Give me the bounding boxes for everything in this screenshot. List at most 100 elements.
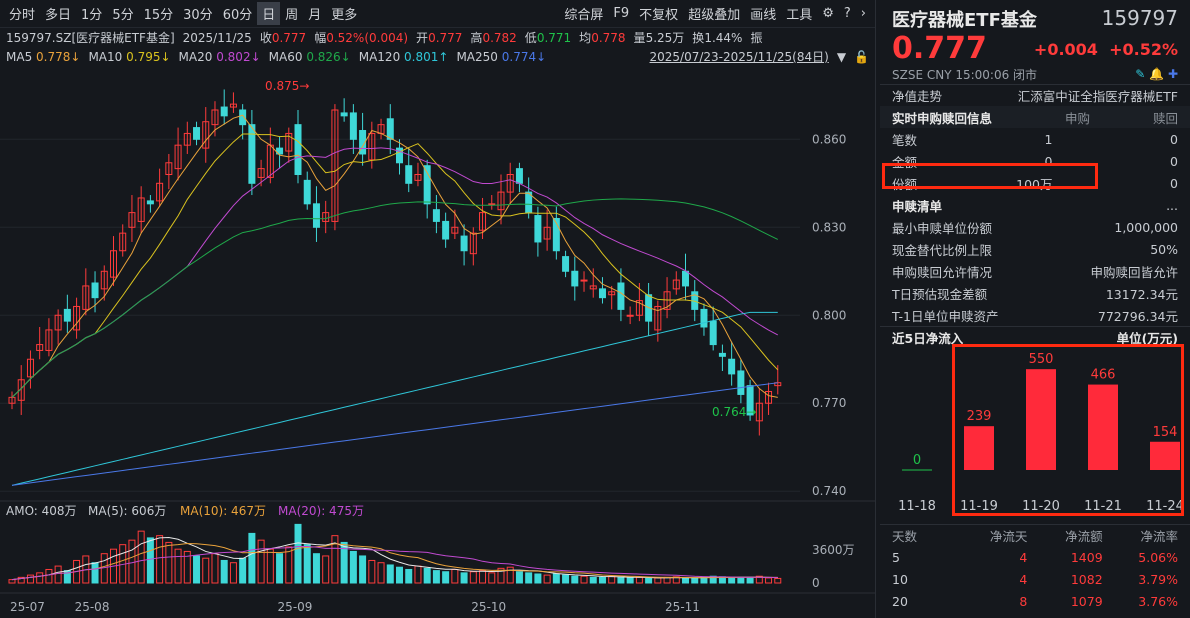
nav-trend[interactable]: 净值走势 汇添富中证全指医疗器械ETF: [880, 84, 1190, 106]
open: 开0.777: [416, 29, 462, 46]
y-tick-label: 0.860: [812, 132, 846, 146]
period-tab[interactable]: 更多: [331, 8, 358, 23]
vol-ma-line: [11, 536, 778, 581]
period-tab[interactable]: 分时: [9, 8, 36, 23]
volume-bar: [571, 575, 579, 584]
open-label: 开: [416, 31, 429, 45]
ma-legend: MA5 0.778↓ MA10 0.795↓ MA20 0.802↓ MA60 0.8…: [0, 47, 875, 66]
candle: [248, 124, 256, 184]
candle: [17, 379, 25, 401]
volume-bar: [746, 576, 754, 584]
tool-button[interactable]: 画线: [750, 8, 777, 23]
volume-bar: [672, 576, 680, 584]
add-icon[interactable]: ✚: [1167, 67, 1178, 81]
low-value: 0.771: [536, 31, 572, 45]
volume-bar: [506, 566, 514, 584]
inflow-date: 11-24: [1146, 499, 1184, 514]
candle: [414, 174, 422, 181]
volume-bar: [737, 577, 745, 584]
volume-bar: [562, 574, 570, 584]
row-label: T日预估现金差额: [892, 286, 988, 302]
candle: [700, 308, 708, 328]
candle: [322, 212, 330, 222]
row-label: 申购赎回允许情况: [892, 264, 993, 280]
ma-value: 0.795↓: [126, 49, 171, 64]
inflow-value: 0: [913, 453, 921, 468]
tool-button[interactable]: 综合屏: [564, 8, 604, 23]
lock-icon[interactable]: 🔓: [854, 49, 869, 64]
chevron-right-icon[interactable]: ›: [860, 6, 866, 21]
flow-cell: 4: [1019, 571, 1028, 587]
volume-bar: [26, 574, 34, 584]
tool-button[interactable]: 超级叠加: [688, 8, 741, 23]
col-subscribe: 申购: [1064, 110, 1090, 126]
row-value: 13172.34元: [1105, 286, 1178, 302]
candle: [423, 165, 431, 205]
volume-bar: [552, 573, 560, 584]
volume-bar: [146, 537, 154, 584]
ma-value: 0.802↓: [216, 49, 261, 64]
market-meta: SZSE CNY 15:00:06 闭市: [892, 67, 1038, 82]
period-tab[interactable]: 15分: [143, 8, 174, 23]
candle: [479, 212, 487, 231]
date-range[interactable]: 2025/07/23-2025/11/25(84日): [649, 50, 829, 64]
ma-value: 0.774↓: [501, 49, 547, 64]
last-price: 0.777: [892, 31, 987, 66]
chart-panel: 分时 多日 1分 5分 15分 30分 60分日周月更多 综合屏 F9 不复权 超级叠加 画线 工具 ⚙?…: [0, 0, 876, 618]
candlestick-chart[interactable]: 0.860 0.830 0.800 0.770 0.740 0.875→ 0.764→ AMO…: [0, 66, 876, 618]
more-button[interactable]: ...: [1166, 197, 1178, 213]
row-value: 772796.34元: [1097, 308, 1178, 324]
inflow-value: 466: [1091, 368, 1116, 383]
flow-header: 净流额: [1065, 529, 1103, 544]
candle: [220, 106, 228, 117]
period-tab[interactable]: 多日: [45, 8, 72, 23]
list-row: 最小申赎单位份额 1,000,000: [880, 216, 1190, 238]
settings-icon[interactable]: ⚙: [822, 6, 834, 21]
candle: [257, 168, 265, 178]
candle: [746, 385, 754, 416]
avg-label: 均: [579, 31, 592, 45]
period-tab[interactable]: 5分: [112, 8, 134, 23]
candle: [165, 162, 173, 176]
tool-button[interactable]: 工具: [786, 8, 813, 23]
period-tab[interactable]: 月: [308, 8, 322, 23]
volume-bar: [359, 555, 367, 584]
period-tab[interactable]: 周: [285, 8, 299, 23]
alert-icon[interactable]: 🔔: [1149, 67, 1165, 81]
volume-bar: [626, 577, 634, 584]
vol-ma-line: [11, 545, 778, 581]
volume-bar: [691, 577, 699, 584]
flow-cell: 1079: [1070, 593, 1103, 609]
period-tab[interactable]: 1分: [81, 8, 103, 23]
volume-bar: [202, 557, 210, 584]
volume-bar: [294, 523, 302, 584]
volume-bar: [525, 572, 533, 584]
period-tab[interactable]: 30分: [183, 8, 213, 23]
period-tab[interactable]: 60分: [222, 8, 253, 23]
vol-tick: 3600万: [812, 543, 855, 557]
tool-button[interactable]: F9: [613, 6, 630, 21]
volume-bar: [322, 555, 330, 584]
dropdown-icon[interactable]: ▼: [836, 49, 847, 64]
candle: [737, 370, 745, 395]
inflow-unit: 单位(万元): [1116, 331, 1178, 346]
help-icon[interactable]: ?: [843, 6, 851, 21]
candle: [432, 209, 440, 222]
nav-value: 汇添富中证全指医疗器械ETF: [1017, 89, 1178, 104]
candle: [460, 235, 468, 252]
volume-bar: [377, 562, 385, 584]
volume-bar: [8, 579, 16, 584]
volume-bar: [396, 566, 403, 584]
tool-button[interactable]: 不复权: [639, 8, 679, 23]
period-tab[interactable]: 日: [257, 2, 281, 25]
redeem-value: 0: [1170, 175, 1178, 191]
candle: [294, 124, 302, 175]
edit-icon[interactable]: ✎: [1135, 67, 1146, 81]
ma-line: [11, 311, 778, 486]
volume-bar: [580, 575, 588, 584]
vol-zero: 0: [812, 576, 820, 590]
subscribe-value: 1: [1044, 131, 1053, 147]
volume-bar: [303, 544, 311, 584]
flow-cell: 10: [892, 571, 908, 587]
list-row: 现金替代比例上限 50%: [880, 238, 1190, 260]
